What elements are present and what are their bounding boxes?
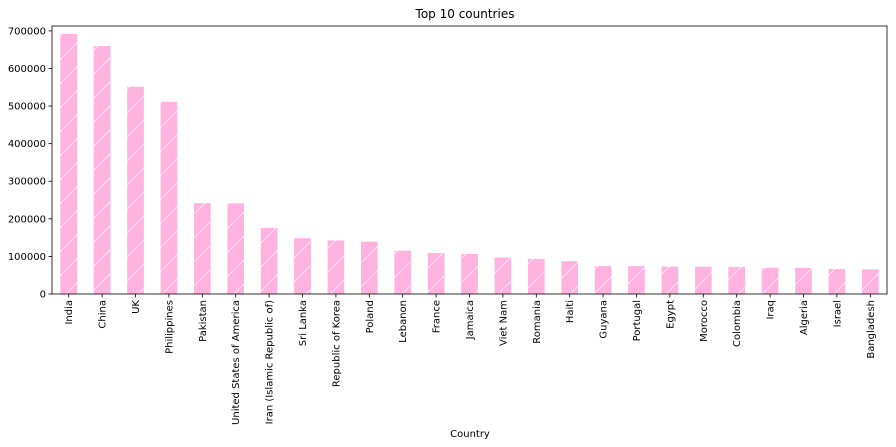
bar-hatch [93,45,111,294]
y-tick-label: 500000 [8,102,46,113]
bar-hatch [661,266,679,294]
x-tick-label: Algeria [799,300,810,335]
bar-hatch [327,240,345,294]
bar-hatch [828,269,846,294]
bar-hatch [527,258,545,294]
bar-hatch [360,241,378,294]
y-tick-label: 600000 [8,64,46,75]
x-tick-label: Lebanon [398,300,409,343]
x-tick-label: Republic of Korea [331,300,342,387]
x-tick-label: Iraq [766,300,777,320]
bar-hatch [628,266,645,294]
x-tick-label: Pakistan [198,300,209,342]
bar-hatch [861,269,879,294]
x-tick-label: United States of America [231,300,242,425]
plot-frame [51,25,888,295]
x-tick-label: Romania [532,300,543,344]
x-tick-label: Iran (Islamic Republic of) [265,300,276,424]
bar-hatch [394,250,412,294]
x-tick-label: Guyana [599,300,610,339]
bar-hatch [728,266,746,294]
x-tick-label: Bangladesh [866,300,877,359]
x-tick-label: Egypt [665,300,676,329]
y-tick-label: 100000 [8,252,46,263]
y-axis: 0 100000 200000 300000 400000 500000 600000 700… [8,26,52,301]
bar-hatch [494,257,512,294]
bar-hatch [561,261,579,294]
x-tick-label: Colombia [732,300,743,347]
bar-hatch [127,86,144,294]
x-tick-label: Israel [832,300,843,327]
y-tick-label: 700000 [8,26,46,37]
bar-hatch [761,267,779,294]
x-tick-label: Philippines [164,300,175,354]
chart-title: Top 10 countries [415,7,515,21]
x-tick-label: Haiti [565,300,576,323]
x-tick-label: Viet Nam [498,300,509,346]
x-tick-label: Portugal [632,300,643,341]
bar-hatch [795,267,812,294]
bar-hatch [461,253,478,294]
x-tick-label: Jamaica [465,300,476,340]
bar-hatch [694,266,712,294]
y-tick-label: 0 [40,290,46,301]
x-tick-label: China [98,300,109,329]
bar-hatch [594,266,612,294]
bar-hatch [260,227,278,294]
x-tick-label: France [432,300,443,333]
x-tick-label: Morocco [699,300,710,342]
y-tick-label: 400000 [8,139,46,150]
bar-hatch [227,203,245,294]
bar-hatch [60,33,78,294]
x-tick-label: Poland [365,300,376,333]
y-tick-label: 200000 [8,214,46,225]
bar-hatch [427,252,445,294]
x-tick-label: UK [131,300,142,314]
x-axis: India China UK Philippines Pakistan United St… [64,294,877,425]
bars-group [60,33,879,295]
y-tick-label: 300000 [8,177,46,188]
x-tick-label: India [64,300,75,325]
x-tick-label: Sri Lanka [298,300,309,346]
bar-hatch [294,238,311,294]
x-axis-label: Country [450,429,490,440]
bar-hatch [193,203,211,294]
bar-hatch [160,101,178,295]
